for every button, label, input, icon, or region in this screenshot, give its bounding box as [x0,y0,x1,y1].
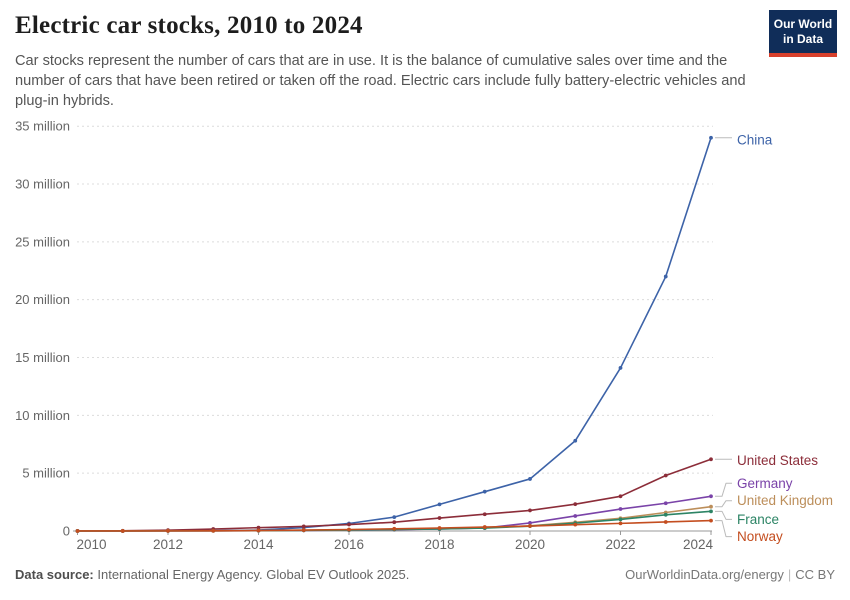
footer-divider: | [787,567,792,582]
data-point [120,529,125,533]
y-axis-tick-label: 35 million [15,119,70,134]
page-title: Electric car stocks, 2010 to 2024 [15,12,363,39]
label-connector [715,482,732,497]
y-axis-tick-label: 25 million [15,234,70,249]
data-point [301,528,306,532]
data-point [709,135,713,140]
data-point [347,522,351,527]
data-point [573,514,578,518]
series-line-china [77,137,712,532]
data-point [663,473,668,478]
series-label-norway[interactable]: Norway [737,529,783,544]
data-point [663,501,668,506]
x-axis-tick-label: 2010 [77,537,107,552]
data-point [618,517,623,522]
owid-logo-line2: in Data [782,32,823,46]
series-label-united-kingdom[interactable]: United Kingdom [737,493,833,508]
owid-logo-line1: Our World [773,17,833,31]
license-label: CC BY [795,567,835,582]
series-label-france[interactable]: France [737,512,779,527]
y-axis-tick-label: 10 million [15,408,70,423]
data-point [663,274,668,279]
x-axis-tick-label: 2016 [334,537,364,552]
data-point [528,524,532,528]
data-point [573,522,578,527]
data-point [573,502,578,507]
data-point [528,477,532,481]
data-point [256,525,261,530]
data-point [663,512,668,517]
series-germany: Germany [75,476,793,533]
data-point [709,457,713,462]
owid-logo: Our World in Data [769,10,837,57]
x-axis-tick-label: 2014 [243,537,274,552]
data-point [256,528,261,533]
data-source-text: International Energy Agency. Global EV O… [93,567,410,582]
series-norway: Norway [75,518,783,544]
data-point [618,494,623,499]
data-point [528,508,532,513]
x-axis-tick-label: 2022 [605,537,635,552]
data-point [709,504,713,509]
data-point [211,528,216,533]
data-point [482,525,487,529]
y-axis-tick-label: 20 million [15,292,70,307]
data-point [392,526,397,531]
data-point [618,507,623,511]
data-point [573,438,578,443]
series-label-germany[interactable]: Germany [737,476,793,491]
data-point [709,494,713,499]
label-connector [715,500,732,508]
data-point [437,526,442,530]
x-axis-tick-label: 2018 [424,537,454,552]
footer-right: OurWorldinData.org/energy | CC BY [625,567,835,582]
data-point [663,520,668,524]
data-point [166,528,170,533]
y-axis-tick-label: 5 million [22,466,70,481]
data-point [709,509,713,514]
x-axis-tick-label: 2024 [683,537,714,552]
x-axis-tick-label: 2020 [515,537,545,552]
data-point [75,529,80,533]
data-point [528,521,532,525]
data-point [618,366,623,370]
data-point [709,518,713,523]
data-point [482,489,487,494]
y-axis-tick-label: 0 [63,524,70,539]
data-point [482,512,487,517]
data-point [437,516,442,520]
y-axis-tick-label: 30 million [15,177,70,192]
data-point [347,527,351,532]
data-point [392,520,397,525]
owid-url-link[interactable]: OurWorldinData.org/energy [625,567,784,582]
chart-subtitle: Car stocks represent the number of cars … [15,53,746,110]
data-point [437,502,442,507]
label-connector [715,520,732,538]
y-axis-tick-label: 15 million [15,350,70,365]
x-axis-tick-label: 2012 [153,537,183,552]
data-point [392,515,397,520]
chart-footer: Data source: International Energy Agency… [15,567,835,582]
data-source-label: Data source: [15,567,94,582]
series-label-united-states[interactable]: United States [737,453,818,468]
series-line-germany [77,495,712,532]
label-connector [715,510,732,520]
series-label-china[interactable]: China [737,132,773,147]
data-point [301,524,306,529]
data-point [618,521,623,526]
data-source: Data source: International Energy Agency… [15,567,409,582]
